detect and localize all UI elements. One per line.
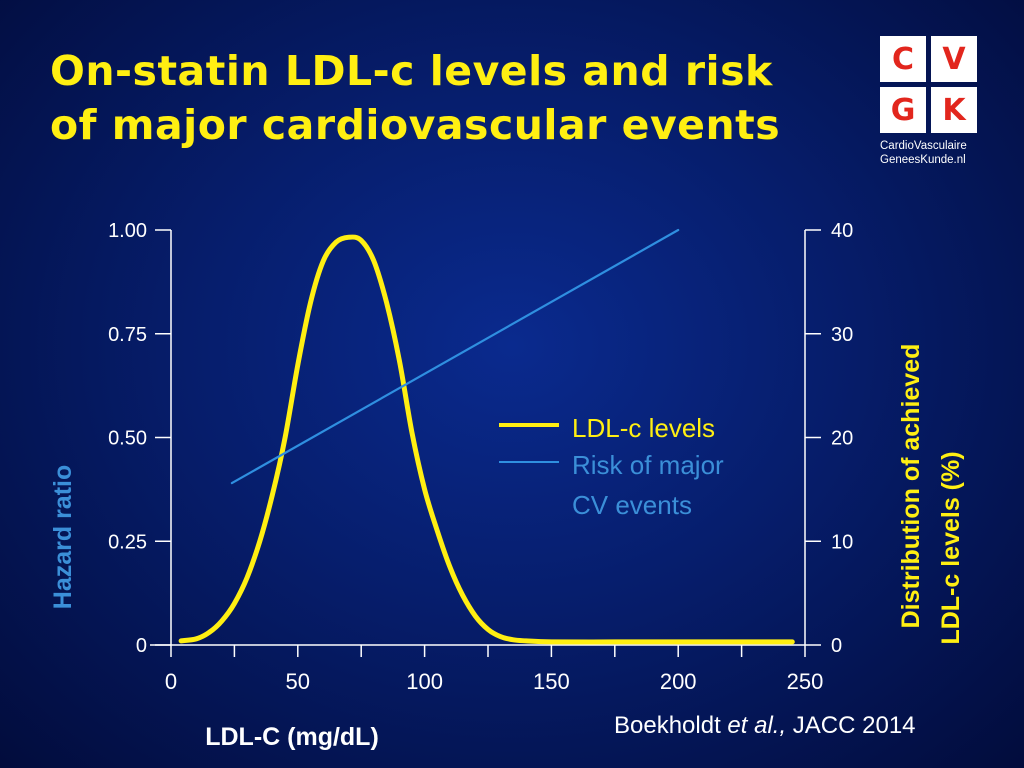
slide-title-line-1: On-statin LDL-c levels and risk — [50, 47, 773, 95]
chart-axes — [150, 229, 821, 657]
x-tick-label: 50 — [286, 669, 310, 694]
y-axis-title-left: Hazard ratio — [49, 465, 77, 609]
ldl-distribution-line — [178, 234, 795, 645]
y-tick-label-right: 0 — [831, 635, 842, 657]
y-tick-label-right: 30 — [831, 324, 853, 346]
y-tick-label-left: 0.50 — [108, 428, 147, 450]
logo-letter-k: K — [931, 87, 977, 133]
y-axis-title-right-1: Distribution of achieved — [897, 344, 925, 629]
slide-title: On-statin LDL-c levels and risk of major… — [50, 44, 870, 152]
citation-author: Boekholdt — [614, 712, 721, 739]
legend-risk-swatch — [499, 461, 559, 463]
y-tick-label-left: 0.75 — [108, 324, 147, 346]
y-tick-label-right: 40 — [831, 220, 853, 242]
citation-journal: JACC 2014 — [792, 712, 916, 739]
logo-letter-g: G — [880, 87, 926, 133]
y-tick-label-right: 10 — [831, 531, 853, 553]
y-tick-label-left: 1.00 — [108, 220, 147, 242]
logo-text-1: CardioVasculaire — [880, 140, 967, 152]
x-tick-label: 100 — [406, 669, 443, 694]
legend-risk-label-2: CV events — [572, 490, 692, 520]
legend-ldl-swatch — [499, 423, 559, 427]
citation: Boekholdt et al., JACC 2014 — [614, 712, 916, 740]
logo-letter-grid: C V G K — [880, 36, 984, 133]
citation-etal: et al., — [727, 712, 787, 739]
logo-letter-v: V — [931, 36, 977, 82]
x-tick-label: 0 — [165, 669, 177, 694]
x-tick-label: 200 — [660, 669, 697, 694]
cvgk-logo: C V G K CardioVasculaire GeneesKunde.nl — [880, 36, 984, 167]
risk-line — [230, 228, 680, 485]
slide-title-line-2: of major cardiovascular events — [50, 101, 781, 149]
legend-ldl-label: LDL-c levels — [572, 413, 716, 443]
y-tick-label-left: 0.25 — [108, 531, 147, 553]
x-axis-title: LDL-C (mg/dL) — [205, 723, 379, 751]
x-tick-label: 150 — [533, 669, 570, 694]
y-tick-label-left: 0 — [136, 635, 147, 657]
y-axis-title-right-2: LDL-c levels (%) — [937, 451, 965, 644]
chart-marks — [178, 228, 795, 645]
y-tick-label-right: 20 — [831, 428, 853, 450]
logo-text-2: GeneesKunde.nl — [880, 154, 966, 166]
chart-labels: 0 50 100 150 200 250 0 0.25 0.50 0.75 1.00 0 10 20 30 4… — [49, 220, 965, 751]
x-tick-label: 250 — [787, 669, 824, 694]
logo-letter-c: C — [880, 36, 926, 82]
legend-risk-label-1: Risk of major — [572, 450, 724, 480]
